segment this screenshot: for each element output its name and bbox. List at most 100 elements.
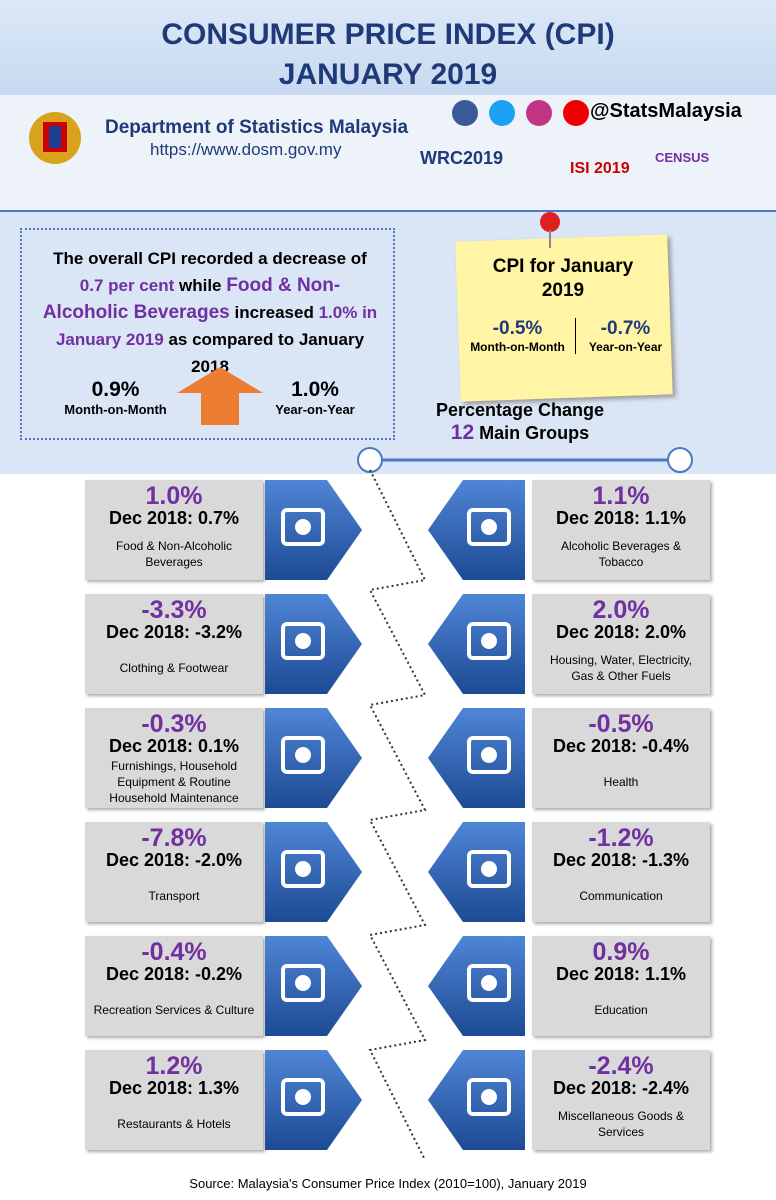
value: 1.0% — [291, 378, 339, 401]
group-name: Alcoholic Beverages & Tobacco — [560, 539, 682, 569]
glyph — [281, 736, 325, 774]
dec-value: Dec 2018: -0.4% — [552, 736, 690, 756]
group-name: Clothing & Footwear — [119, 661, 229, 675]
text: while — [179, 276, 222, 295]
dec-value: Dec 2018: 0.7% — [108, 508, 240, 528]
source: Source: Malaysia's Consumer Price Index … — [189, 1176, 587, 1191]
glyph — [467, 850, 511, 888]
group-card: 1.1% Dec 2018: 1.1% Alcoholic Beverages & … — [532, 480, 710, 580]
change: -0.4% — [141, 938, 207, 966]
summary-yoy: 1.0% Year-on-Year — [265, 378, 365, 417]
group-icon — [265, 594, 362, 694]
arrow-shape — [265, 480, 362, 580]
highlight: Food & Non-Alcoholic Beverages — [42, 275, 341, 323]
summary-text: The overall CPI recorded a decrease of 0… — [40, 245, 380, 380]
glyph — [481, 633, 497, 649]
label: Year-on-Year — [275, 402, 355, 417]
arrow-shape — [265, 708, 362, 808]
group-card: -2.4% Dec 2018: -2.4% Miscellaneous Goods … — [532, 1050, 710, 1150]
label: Year-on-Year — [588, 340, 663, 354]
group-icon — [265, 936, 362, 1036]
glyph — [467, 508, 511, 546]
change: 2.0% — [592, 596, 650, 624]
heading: Percentage Change — [435, 400, 605, 420]
glyph — [281, 850, 325, 888]
group-icon — [265, 1050, 362, 1150]
change: -0.3% — [141, 710, 207, 738]
highlight: 1.0% in January 2019 — [55, 303, 378, 349]
glyph — [295, 861, 311, 877]
highlight: 0.7 per cent — [79, 276, 175, 295]
group-icon — [428, 1050, 525, 1150]
group-name: Housing, Water, Electricity, Gas & Other… — [549, 653, 693, 683]
group-name: Restaurants & Hotels — [117, 1117, 231, 1131]
dec-value: Dec 2018: 1.1% — [555, 964, 687, 984]
dec-value: Dec 2018: 1.1% — [555, 508, 687, 528]
group-name: Education — [594, 1003, 648, 1017]
social-handle: @StatsMalaysia — [590, 100, 742, 122]
group-icon — [428, 594, 525, 694]
dec-value: Dec 2018: 0.1% — [108, 736, 240, 756]
group-icon — [428, 708, 525, 808]
glyph — [281, 1078, 325, 1116]
glyph — [481, 519, 497, 535]
change: 1.0% — [145, 482, 203, 510]
dec-value: Dec 2018: 2.0% — [555, 622, 687, 642]
group-card: -0.5% Dec 2018: -0.4% Health — [532, 708, 710, 808]
group-icon — [265, 822, 362, 922]
glyph — [467, 622, 511, 660]
value: 0.9% — [91, 378, 140, 401]
dec-value: Dec 2018: 1.3% — [108, 1078, 240, 1098]
group-name: Recreation Services & Culture — [93, 1003, 255, 1017]
group-name: Furnishings, Household Equipment & Routi… — [109, 759, 239, 805]
glyph — [281, 508, 325, 546]
glyph — [295, 633, 311, 649]
arrow-shape — [428, 708, 525, 808]
text: increased — [234, 303, 314, 322]
dec-value: Dec 2018: -1.3% — [552, 850, 690, 870]
logo: CENSUS — [655, 150, 710, 165]
dec-value: Dec 2018: -2.0% — [105, 850, 243, 870]
title: CONSUMER PRICE INDEX (CPI) — [161, 18, 615, 51]
glyph — [295, 519, 311, 535]
group-card: -1.2% Dec 2018: -1.3% Communication — [532, 822, 710, 922]
group-name: Transport — [148, 889, 200, 903]
group-name: Communication — [579, 889, 663, 903]
arrow-shape — [428, 936, 525, 1036]
value: -0.5% — [492, 318, 543, 339]
change: -0.5% — [588, 710, 654, 738]
label: Month-on-Month — [470, 340, 565, 354]
glyph — [295, 747, 311, 763]
change: 1.1% — [592, 482, 650, 510]
change: -2.4% — [588, 1052, 654, 1080]
arrow-shape — [265, 822, 362, 922]
group-icon — [265, 708, 362, 808]
glyph — [481, 861, 497, 877]
org-name: Department of Statistics Malaysia — [105, 117, 409, 138]
subtitle: JANUARY 2019 — [278, 58, 498, 91]
header-band — [0, 0, 776, 95]
glyph — [481, 747, 497, 763]
groups-heading: Percentage Change 12 Main Groups — [410, 400, 630, 445]
glyph — [481, 975, 497, 991]
note-title: CPI for January 2019 — [492, 256, 634, 301]
arrow-shape — [428, 594, 525, 694]
org-url: https://www.dosm.gov.my — [150, 140, 342, 159]
glyph — [481, 1089, 497, 1105]
label: Month-on-Month — [64, 402, 167, 417]
arrow-shape — [428, 1050, 525, 1150]
change: 1.2% — [145, 1052, 203, 1080]
note-mom: -0.5% Month-on-Month — [460, 318, 576, 354]
group-name: Health — [603, 775, 639, 789]
glyph — [281, 622, 325, 660]
glyph — [467, 736, 511, 774]
change: -1.2% — [588, 824, 654, 852]
summary-mom: 0.9% Month-on-Month — [58, 378, 173, 417]
arrow-shape — [428, 480, 525, 580]
note-yoy: -0.7% Year-on-Year — [578, 318, 673, 354]
group-icon — [428, 822, 525, 922]
change: -3.3% — [141, 596, 207, 624]
glyph — [295, 975, 311, 991]
up-arrow — [177, 367, 263, 425]
connector — [357, 447, 693, 1161]
